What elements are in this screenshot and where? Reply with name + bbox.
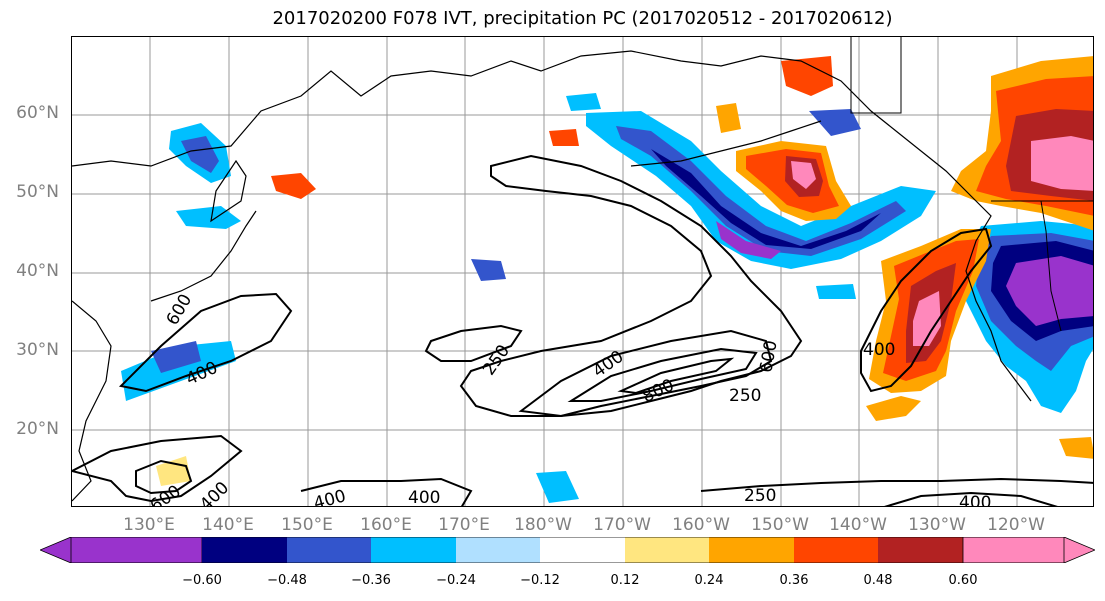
- colorbar-segment: [709, 537, 794, 563]
- colorbar-segment: [456, 537, 540, 563]
- lon-label-160e: 160°E: [360, 515, 412, 535]
- colorbar: [40, 537, 1095, 563]
- contour-label: 600: [163, 291, 197, 329]
- colorbar-segment: [794, 537, 878, 563]
- colorbar-segment: [371, 537, 456, 563]
- ivt-contour-800: [617, 357, 735, 395]
- lon-label-160w: 160°W: [672, 515, 730, 535]
- colorbar-extend-max: [962, 537, 1095, 563]
- ivt-contour-250-north: [459, 154, 803, 417]
- map-svg: 250 400 600 800 600 400 250 400 400 600 …: [72, 37, 1093, 507]
- lon-label-120w: 120°W: [987, 515, 1045, 535]
- colorbar-tick: −0.12: [520, 573, 560, 588]
- colorbar-tick: −0.24: [436, 573, 476, 588]
- precip-positive-gulf: [736, 56, 851, 221]
- lon-label-140w: 140°W: [829, 515, 887, 535]
- colorbar-segment: [878, 537, 963, 563]
- map-title: 2017020200 F078 IVT, precipitation PC (2…: [272, 8, 893, 29]
- precip-negative-west-us: [961, 221, 1093, 413]
- colorbar-extend-min: [40, 537, 203, 563]
- lon-label-150e: 150°E: [281, 515, 333, 535]
- lon-label-140e: 140°E: [202, 515, 254, 535]
- ivt-contour-400-asia: [118, 292, 293, 393]
- precip-scattered-blobs: [121, 93, 1093, 503]
- lat-label-30n: 30°N: [16, 340, 59, 360]
- lon-label-150w: 150°W: [751, 515, 809, 535]
- lon-label-170w: 170°W: [593, 515, 651, 535]
- borders: [850, 37, 1093, 332]
- map-panel: 250 400 600 800 600 400 250 400 400 600 …: [71, 36, 1094, 507]
- ivt-contour-labels: 250 400 600 800 600 400 250 400 400 600 …: [147, 291, 992, 507]
- ivt-contours: [72, 154, 1093, 506]
- contour-label: 400: [408, 488, 440, 507]
- contour-label: 250: [744, 486, 776, 506]
- colorbar-segment: [287, 537, 371, 563]
- contour-label: 400: [959, 493, 991, 507]
- coastlines: [72, 50, 1032, 502]
- ivt-contour-250-west: [424, 324, 523, 362]
- precip-negative-band-gulf: [586, 111, 936, 269]
- lon-label-170e: 170°E: [438, 515, 490, 535]
- colorbar-tick: 0.60: [948, 573, 978, 588]
- ivt-contour-600: [567, 347, 758, 402]
- lat-label-20n: 20°N: [16, 419, 59, 439]
- contour-label: 250: [729, 386, 761, 406]
- colorbar-tick: 0.12: [610, 573, 640, 588]
- contour-label: 600: [756, 339, 781, 374]
- ivt-contour-400-east: [860, 227, 993, 393]
- colorbar-tick: 0.24: [694, 573, 724, 588]
- ivt-contour-400: [518, 329, 773, 418]
- lat-label-60n: 60°N: [16, 103, 59, 123]
- ivt-contour-400-southwest: [72, 434, 243, 503]
- colorbar-segment: [625, 537, 709, 563]
- colorbar-segment: [202, 537, 287, 563]
- lat-label-40n: 40°N: [16, 261, 59, 281]
- colorbar-tick: 0.36: [779, 573, 809, 588]
- contour-label: 400: [863, 340, 895, 360]
- lat-label-50n: 50°N: [16, 182, 59, 202]
- colorbar-segment: [540, 537, 625, 563]
- colorbar-tick: −0.36: [351, 573, 391, 588]
- lon-label-130w: 130°W: [908, 515, 966, 535]
- lon-label-180w: 180°W: [514, 515, 572, 535]
- lon-label-130e: 130°E: [123, 515, 175, 535]
- colorbar-tick: 0.48: [863, 573, 893, 588]
- colorbar-tick: −0.60: [182, 573, 222, 588]
- contour-label: 400: [312, 486, 349, 507]
- ivt-contour-600-southwest: [135, 459, 193, 495]
- precip-positive-pnw: [866, 56, 1093, 421]
- colorbar-tick: −0.48: [267, 573, 307, 588]
